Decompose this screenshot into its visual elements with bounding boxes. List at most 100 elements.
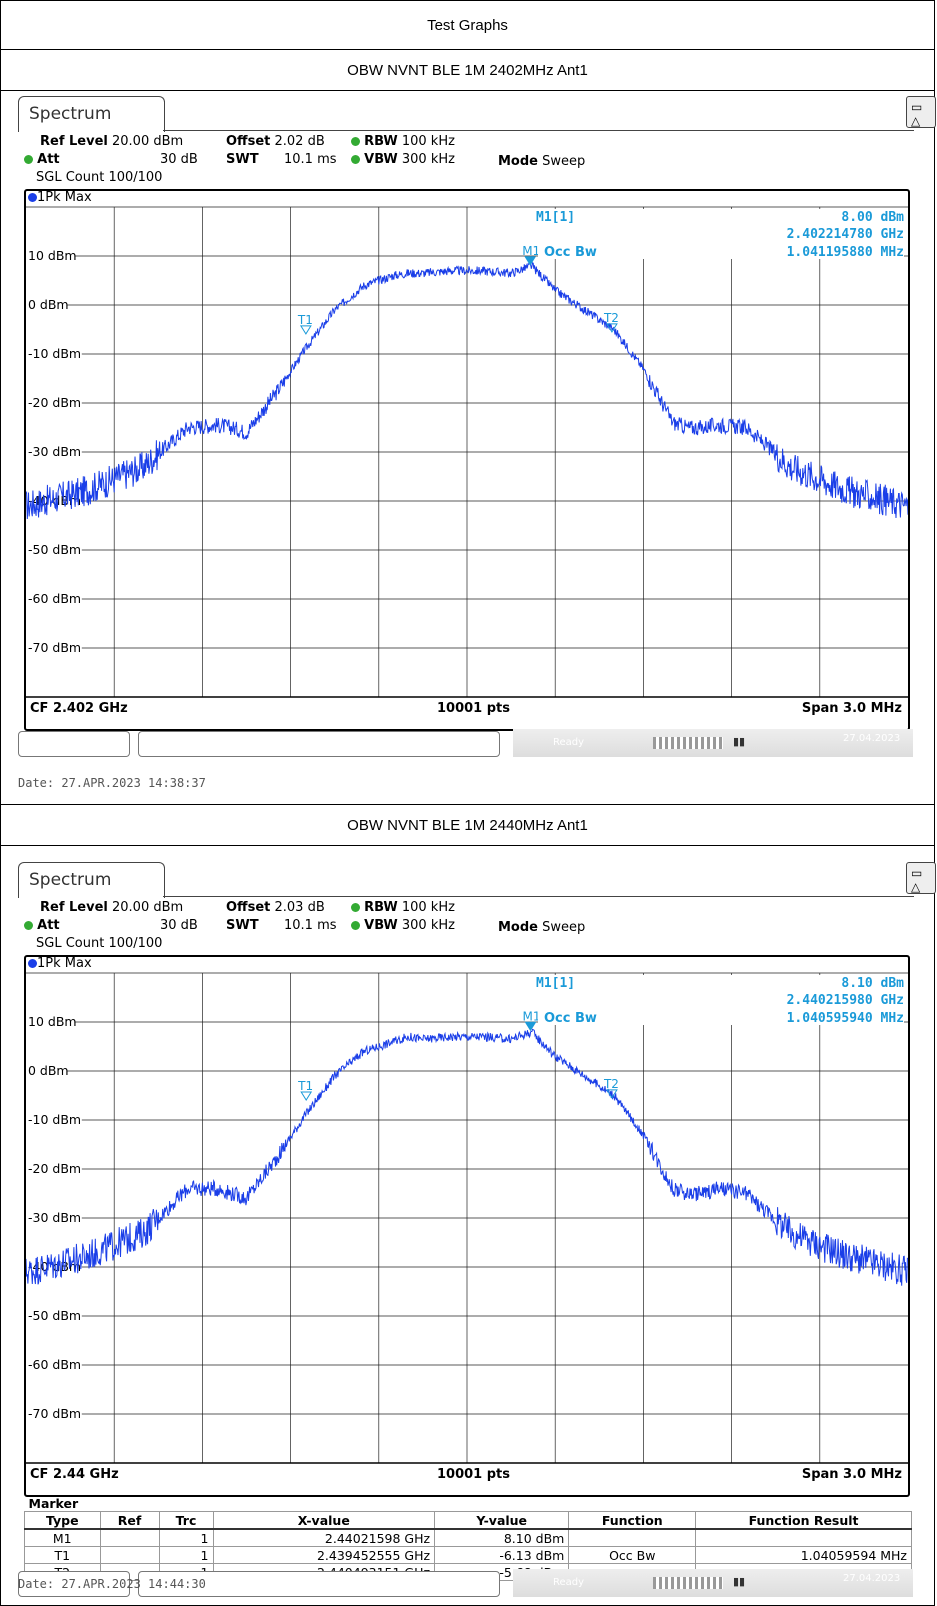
marker-t2-icon	[606, 1089, 618, 1099]
y-tick-bg	[26, 591, 82, 607]
y-tick-label: -20 dBm	[28, 395, 81, 410]
readout-marker-name: M1[1]	[536, 210, 575, 225]
marker-label-t1: T1	[297, 313, 313, 327]
page-title-text: Test Graphs	[427, 16, 508, 34]
chart-1-title: OBW NVNT BLE 1M 2402MHz Ant1	[0, 49, 935, 91]
readout-occ-value: 1.040595940 MHz	[787, 1011, 904, 1026]
chart-2-title: OBW NVNT BLE 1M 2440MHz Ant1	[0, 804, 935, 846]
y-tick-label: -10 dBm	[28, 1112, 81, 1127]
trace-1pk-max	[26, 1028, 908, 1286]
vbw-indicator-icon	[351, 921, 360, 930]
offset-value: 2.02 dB	[274, 134, 325, 149]
display-config-icon[interactable]: ▭ △	[906, 96, 936, 128]
sgl-count: SGL Count 100/100	[36, 170, 163, 185]
y-tick-label: -10 dBm	[28, 346, 81, 361]
ref-level-value: 20.00 dBm	[112, 134, 184, 149]
table-row: M1 1 2.44021598 GHz 8.10 dBm	[24, 1528, 912, 1547]
y-tick-label: -60 dBm	[28, 591, 81, 606]
capture-date-2: Date: 27.APR.2023 14:44:30	[18, 1577, 206, 1591]
y-tick-label: -50 dBm	[28, 1308, 81, 1323]
spectrum-tab[interactable]: Spectrum	[18, 862, 165, 898]
att-value: 30 dB	[160, 152, 198, 167]
ref-level-label: Ref Level	[40, 900, 108, 915]
cf-label: CF 2.402 GHz	[30, 701, 128, 716]
marker-readout-bg	[538, 209, 904, 259]
ready-status: Ready	[553, 737, 585, 748]
ready-status: Ready	[553, 1577, 585, 1588]
y-tick-label: 10 dBm	[28, 1014, 77, 1029]
spectrum-tab[interactable]: Spectrum	[18, 96, 165, 132]
vbw-indicator-icon	[351, 155, 360, 164]
marker-m1-icon	[524, 1021, 537, 1032]
y-tick-bg	[26, 395, 82, 411]
chart-1-title-text: OBW NVNT BLE 1M 2402MHz Ant1	[347, 61, 588, 79]
marker-table-cell: 1	[158, 1546, 214, 1564]
y-tick-label: -70 dBm	[28, 640, 81, 655]
progress-bar	[653, 737, 723, 749]
marker-m1-icon	[524, 256, 537, 266]
rbw-label: RBW	[364, 134, 398, 149]
rbw-indicator-icon	[351, 903, 360, 912]
y-tick-bg	[26, 1406, 82, 1422]
y-tick-label: 10 dBm	[28, 248, 77, 263]
table-row: T1 1 2.439452555 GHz -6.13 dBm Occ Bw 1.04059…	[24, 1546, 912, 1564]
status-field-1[interactable]	[18, 1571, 130, 1597]
status-bar: Ready ▮▮ 27.04.2023	[18, 1569, 936, 1599]
marker-table-header: Y-value	[434, 1511, 570, 1530]
offset-value: 2.03 dB	[274, 900, 325, 915]
y-tick-label: -70 dBm	[28, 1406, 81, 1421]
y-tick-bg	[26, 1112, 82, 1128]
trace-label: 1Pk Max	[37, 190, 92, 205]
trace-indicator-icon	[28, 959, 37, 968]
status-field-2[interactable]	[138, 731, 500, 757]
tab-divider	[163, 896, 914, 897]
trace-label: 1Pk Max	[37, 956, 92, 971]
readout-level: 8.10 dBm	[841, 976, 904, 991]
marker-table-header: Type	[24, 1511, 101, 1530]
trace-1pk-max	[26, 262, 908, 520]
y-tick-bg	[26, 1063, 67, 1079]
swt-value: 10.1 ms	[284, 918, 337, 933]
marker-table-cell	[695, 1528, 912, 1547]
vbw-label: VBW	[364, 152, 398, 167]
y-tick-label: -20 dBm	[28, 1161, 81, 1176]
marker-table-cell	[568, 1528, 697, 1547]
marker-table: Marker Type Ref Trc X-value Y-value Function Fu…	[24, 1495, 912, 1581]
marker-table-header: Ref	[99, 1511, 160, 1530]
status-field-2[interactable]	[138, 1571, 500, 1597]
marker-table-header: X-value	[212, 1511, 436, 1530]
marker-label-t1: T1	[297, 1079, 313, 1093]
rbw-value: 100 kHz	[401, 134, 455, 149]
y-tick-bg	[26, 248, 75, 264]
status-field-1[interactable]	[18, 731, 130, 757]
marker-table-cell: 2.44021598 GHz	[212, 1528, 436, 1547]
marker-label-m1: M1	[523, 1009, 541, 1023]
offset-label: Offset	[226, 134, 271, 149]
display-config-icon[interactable]: ▭ △	[906, 862, 936, 894]
span-label: Span 3.0 MHz	[802, 701, 902, 716]
y-tick-label: -50 dBm	[28, 542, 81, 557]
marker-table-header: Function Result	[695, 1511, 912, 1530]
y-tick-bg	[26, 1308, 82, 1324]
plot-area[interactable]: 10 dBm 0 dBm -10 dBm -20 dBm -30 dBm -40 dBm -…	[24, 189, 910, 731]
marker-table-cell	[99, 1528, 160, 1547]
mode-label: Mode	[498, 920, 538, 935]
rbw-label: RBW	[364, 900, 398, 915]
plot-area[interactable]: 10 dBm 0 dBm -10 dBm -20 dBm -30 dBm -40 dBm -…	[24, 955, 910, 1497]
marker-label-m1: M1	[522, 244, 540, 258]
status-bar: Ready ▮▮ 27.04.2023	[18, 729, 936, 759]
y-tick-label: 0 dBm	[28, 1063, 69, 1078]
vbw-value: 300 kHz	[401, 918, 455, 933]
chart-2-title-text: OBW NVNT BLE 1M 2440MHz Ant1	[347, 816, 588, 834]
y-tick-label: 0 dBm	[28, 297, 69, 312]
pts-label: 10001 pts	[437, 1467, 510, 1482]
status-date-badge: 27.04.2023	[843, 733, 901, 744]
rbw-value: 100 kHz	[401, 900, 455, 915]
marker-table-header: Function	[568, 1511, 697, 1530]
marker-table-header: Trc	[158, 1511, 214, 1530]
progress-bar	[653, 1577, 723, 1589]
ref-level-label: Ref Level	[40, 134, 108, 149]
marker-table-title: Marker	[28, 1495, 79, 1511]
mode-value: Sweep	[542, 154, 586, 169]
